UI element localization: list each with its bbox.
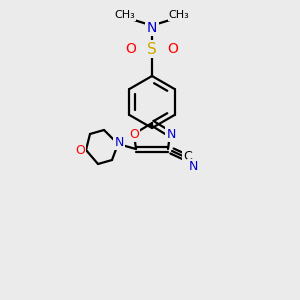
Text: C: C: [184, 149, 192, 163]
Text: N: N: [188, 160, 198, 173]
Text: N: N: [114, 136, 124, 148]
Text: N: N: [166, 128, 176, 140]
Text: O: O: [129, 128, 139, 140]
Text: CH₃: CH₃: [169, 10, 189, 20]
Text: O: O: [168, 42, 178, 56]
Text: O: O: [75, 143, 85, 157]
Text: N: N: [147, 21, 157, 35]
Text: CH₃: CH₃: [115, 10, 135, 20]
Text: S: S: [147, 41, 157, 56]
Text: O: O: [126, 42, 136, 56]
